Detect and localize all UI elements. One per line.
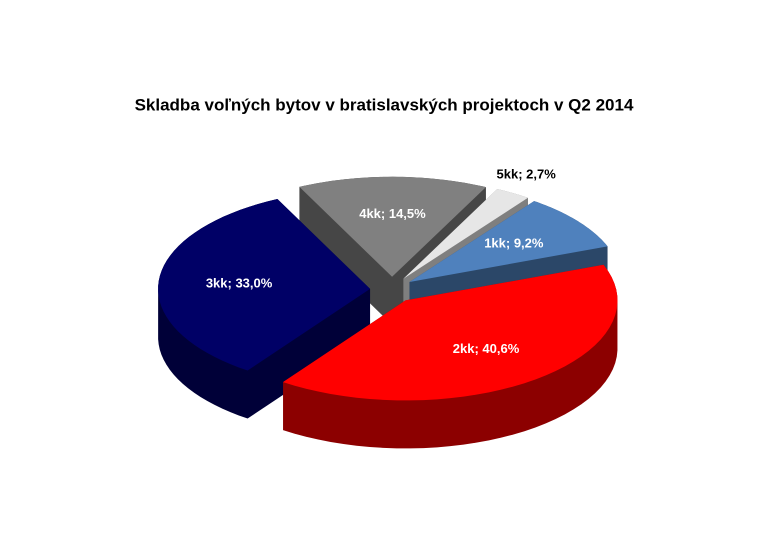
data-label: 5kk; 2,7% <box>497 166 557 181</box>
slice <box>403 189 528 279</box>
slice <box>409 201 608 282</box>
slice <box>158 198 371 371</box>
data-label: 4kk; 14,5% <box>359 206 426 221</box>
data-label: 2kk; 40,6% <box>453 341 520 356</box>
data-label: 3kk; 33,0% <box>206 275 273 290</box>
slice <box>283 264 618 401</box>
data-label: 1kk; 9,2% <box>484 236 544 251</box>
chart-title: Skladba voľných bytov v bratislavských p… <box>135 95 634 114</box>
slice <box>299 176 486 277</box>
